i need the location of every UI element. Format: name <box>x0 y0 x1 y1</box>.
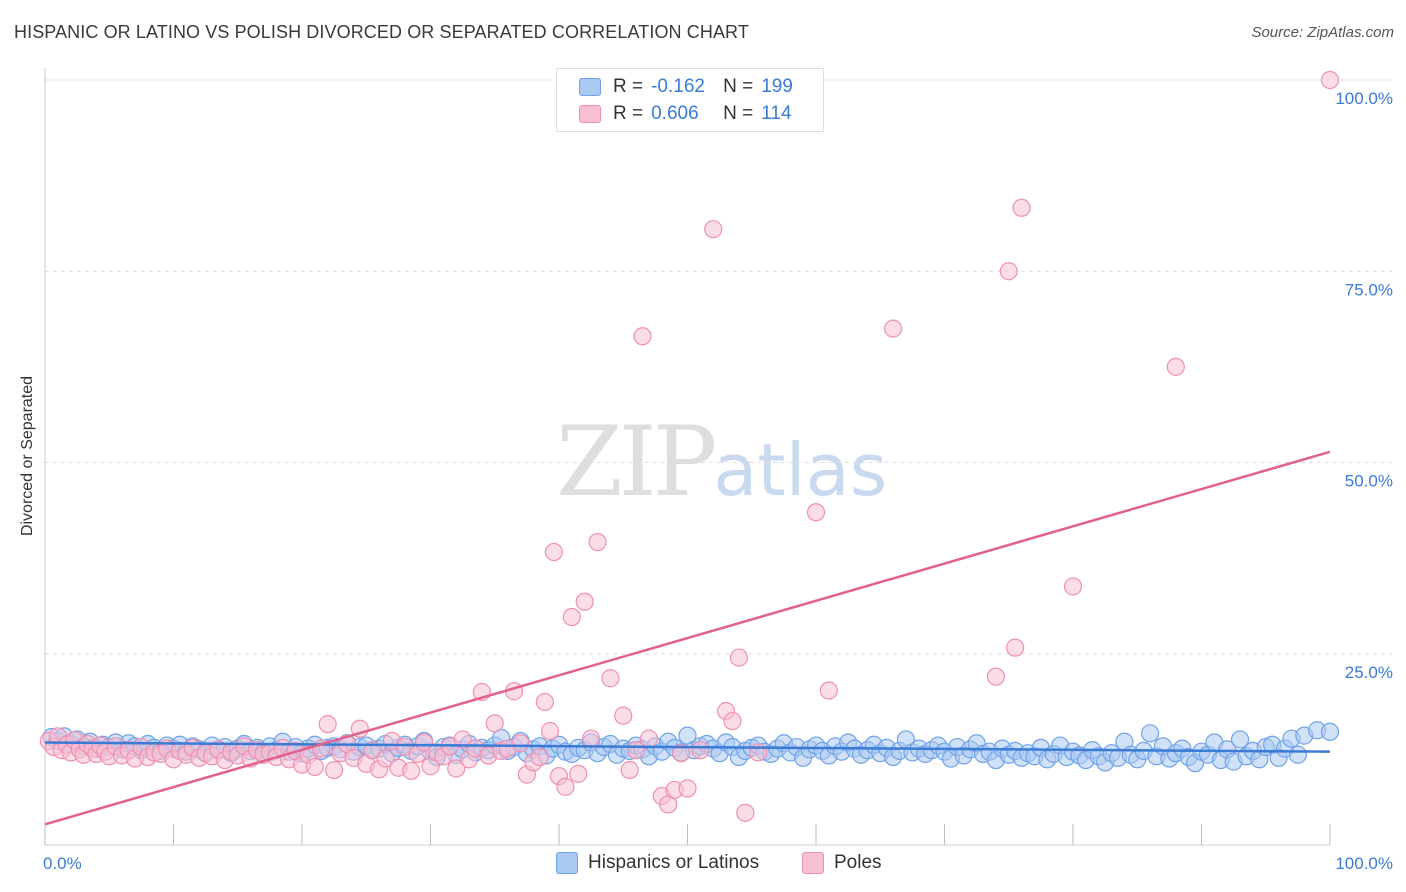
bottom-legend-swatch-poles <box>802 852 824 874</box>
legend-r-label: R = <box>613 102 644 124</box>
point-hispanics <box>1140 724 1160 743</box>
legend-swatch-poles <box>579 104 601 123</box>
point-poles <box>325 760 344 780</box>
point-poles <box>569 764 588 783</box>
point-poles <box>639 729 659 748</box>
point-poles <box>883 319 903 338</box>
y-tick-label: 75.0% <box>1345 280 1393 299</box>
point-poles <box>535 692 554 712</box>
point-poles <box>620 760 639 780</box>
point-poles <box>575 592 594 611</box>
bottom-legend-swatch-hispanics <box>556 852 578 874</box>
point-poles <box>556 777 575 796</box>
point-poles <box>305 757 324 777</box>
point-poles <box>614 706 633 725</box>
bottom-legend-hispanics: Hispanics or Latinos <box>556 852 759 874</box>
legend-n-value-hispanics: 199 <box>761 75 793 97</box>
legend-swatch-hispanics <box>579 77 601 96</box>
point-poles <box>736 803 755 822</box>
point-poles <box>544 542 563 562</box>
point-poles <box>729 648 749 667</box>
point-poles <box>691 741 710 760</box>
point-poles <box>986 667 1006 686</box>
trendline-hispanics <box>44 741 1331 753</box>
point-poles <box>999 262 1018 281</box>
point-poles <box>376 749 395 768</box>
point-poles <box>562 607 581 627</box>
point-poles <box>723 711 742 731</box>
trendline-poles <box>44 450 1331 826</box>
legend-r-label: R = <box>613 75 644 97</box>
point-poles <box>633 327 652 346</box>
x-tick-label: 100.0% <box>1335 854 1393 873</box>
point-hispanics <box>1288 745 1307 764</box>
point-poles <box>1012 198 1031 217</box>
point-hispanics <box>1320 722 1340 741</box>
bottom-legend-label-poles: Poles <box>834 852 882 873</box>
x-tick-label: 0.0% <box>43 854 82 873</box>
point-poles <box>1063 577 1083 596</box>
point-hispanics <box>1230 730 1250 749</box>
point-poles <box>671 744 691 763</box>
point-poles <box>582 729 601 748</box>
legend: R = -0.162 N = 199 R = 0.606 N = 114 <box>556 68 824 132</box>
point-poles <box>318 715 337 734</box>
legend-r-value-hispanics: -0.162 <box>651 75 705 97</box>
point-poles <box>704 220 723 239</box>
legend-n-label: N = <box>723 75 754 97</box>
watermark-atlas: atlas <box>713 428 888 512</box>
point-poles <box>453 730 472 749</box>
point-poles <box>530 747 549 767</box>
point-poles <box>402 761 421 780</box>
chart-title: HISPANIC OR LATINO VS POLISH DIVORCED OR… <box>14 22 749 42</box>
point-poles <box>601 669 620 688</box>
point-poles <box>819 681 838 700</box>
y-tick-label: 25.0% <box>1345 663 1393 682</box>
legend-r-value-poles: 0.606 <box>651 102 699 124</box>
point-poles <box>447 759 466 778</box>
legend-row-hispanics: R = -0.162 N = 199 <box>557 73 793 100</box>
point-poles <box>414 733 434 752</box>
point-poles <box>806 503 826 522</box>
y-tick-label: 100.0% <box>1335 89 1393 108</box>
point-poles <box>540 721 560 741</box>
bottom-legend-label-hispanics: Hispanics or Latinos <box>588 852 760 873</box>
source-label: Source: ZipAtlas.com <box>1251 24 1394 41</box>
point-poles <box>1006 638 1025 657</box>
legend-n-label: N = <box>723 102 754 124</box>
point-poles <box>678 779 697 798</box>
point-poles <box>511 734 530 753</box>
y-tick-label: 50.0% <box>1345 472 1393 491</box>
bottom-legend-poles: Poles <box>802 852 882 874</box>
legend-n-value-poles: 114 <box>761 102 792 124</box>
legend-row-poles: R = 0.606 N = 114 <box>557 100 792 127</box>
point-poles <box>1166 357 1185 376</box>
point-poles <box>1320 70 1340 90</box>
point-poles <box>588 532 607 552</box>
point-poles <box>485 714 504 733</box>
